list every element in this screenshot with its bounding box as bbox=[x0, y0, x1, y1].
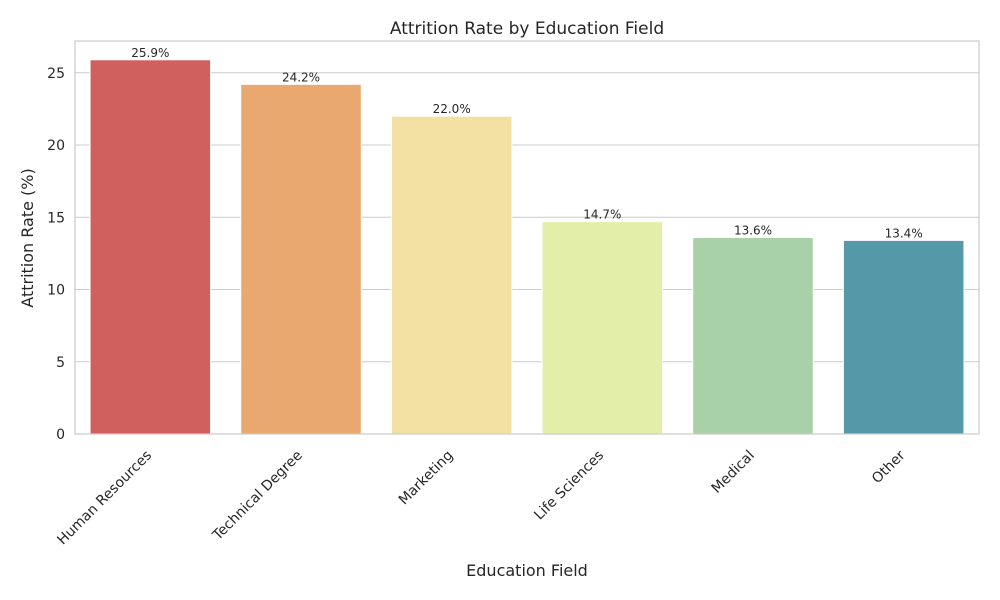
x-tick-label: Other bbox=[869, 447, 909, 487]
y-tick-label: 10 bbox=[47, 283, 65, 299]
x-tick-labels: Human Resources Technical Degree Marketing… bbox=[54, 447, 908, 548]
bar-value-label: 13.4% bbox=[885, 226, 923, 240]
bar bbox=[390, 115, 513, 435]
y-tick-label: 0 bbox=[56, 427, 65, 443]
bar bbox=[541, 221, 664, 435]
bar-value-label: 25.9% bbox=[131, 46, 169, 60]
y-axis-label: Attrition Rate (%) bbox=[18, 168, 37, 307]
y-tick-label: 15 bbox=[47, 210, 65, 226]
x-tick-label: Human Resources bbox=[54, 448, 155, 549]
x-tick-label: Technical Degree bbox=[209, 448, 306, 545]
bar bbox=[89, 59, 212, 435]
y-tick-labels: 0 5 10 15 20 25 bbox=[47, 66, 65, 443]
bar bbox=[240, 83, 362, 435]
x-tick-label: Life Sciences bbox=[531, 448, 607, 524]
bar-value-label: 24.2% bbox=[282, 70, 320, 84]
bar-value-label: 22.0% bbox=[433, 102, 471, 116]
bar-value-label: 14.7% bbox=[583, 208, 621, 222]
bars bbox=[89, 59, 965, 435]
y-tick-label: 20 bbox=[47, 138, 65, 154]
bar bbox=[692, 237, 814, 435]
plot-frame bbox=[74, 40, 980, 435]
bar bbox=[842, 239, 965, 435]
x-tick-label: Marketing bbox=[396, 448, 457, 509]
x-axis-label: Education Field bbox=[466, 561, 588, 580]
x-tick-label: Medical bbox=[709, 448, 758, 497]
y-tick-label: 25 bbox=[47, 66, 65, 82]
data-labels: 25.9% 24.2% 22.0% 14.7% 13.6% 13.4% bbox=[131, 46, 922, 241]
bar-value-label: 13.6% bbox=[734, 224, 772, 238]
chart-title: Attrition Rate by Education Field bbox=[390, 19, 664, 39]
y-tick-label: 5 bbox=[56, 355, 65, 371]
